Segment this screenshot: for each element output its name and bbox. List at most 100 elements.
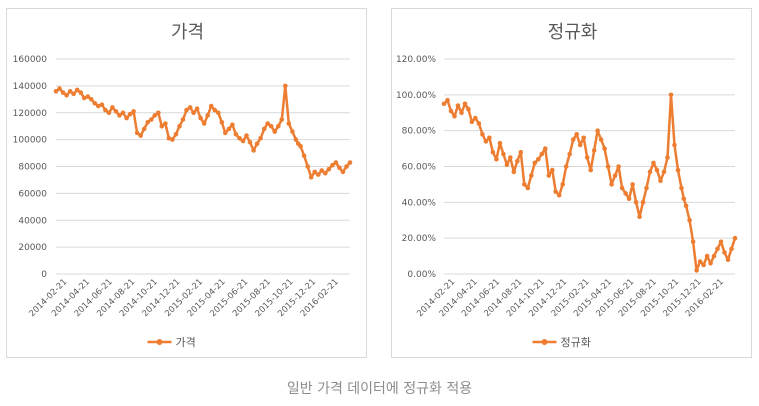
y-tick-label: 80000 xyxy=(18,163,47,173)
data-point xyxy=(459,110,464,116)
chart-panel-normalized: 정규화 0.00% 20.00% 40.00% 60.00% 80.00% 100.00% 1… xyxy=(391,8,752,358)
data-point xyxy=(729,246,734,252)
data-point xyxy=(53,89,59,94)
data-point xyxy=(556,192,562,198)
data-point xyxy=(690,239,696,245)
data-point xyxy=(708,261,713,266)
data-point xyxy=(560,182,565,187)
data-point xyxy=(57,86,62,91)
data-point xyxy=(223,130,228,136)
data-point xyxy=(567,151,572,157)
data-point xyxy=(159,123,165,129)
data-point xyxy=(180,117,186,122)
y-tick-label: 100000 xyxy=(13,136,48,146)
data-point xyxy=(261,126,267,132)
data-point xyxy=(298,144,303,149)
data-point xyxy=(71,91,76,97)
data-point xyxy=(247,140,253,145)
y-tick-label: 0.00% xyxy=(407,270,436,280)
data-point xyxy=(647,169,653,175)
data-point xyxy=(598,137,604,142)
data-point xyxy=(141,126,147,132)
data-point xyxy=(536,157,541,162)
data-point xyxy=(591,148,597,153)
data-point xyxy=(675,167,681,173)
data-point xyxy=(347,160,353,165)
data-point xyxy=(725,257,731,262)
data-point xyxy=(637,214,642,219)
data-point xyxy=(240,138,246,144)
data-point xyxy=(244,133,249,138)
y-tick-label: 0 xyxy=(41,270,47,280)
legend-marker-icon xyxy=(156,339,163,345)
data-point xyxy=(226,126,232,132)
data-point xyxy=(616,164,621,169)
data-point xyxy=(233,132,239,137)
data-point xyxy=(60,90,66,95)
data-point xyxy=(665,155,670,160)
data-point xyxy=(501,151,506,157)
normalized-line-chart: 정규화 0.00% 20.00% 40.00% 60.00% 80.00% 100.00% 1… xyxy=(396,22,738,349)
data-point xyxy=(694,268,699,273)
data-point xyxy=(563,164,569,169)
data-point xyxy=(319,168,325,173)
data-point xyxy=(120,110,126,116)
y-tick-label: 120.00% xyxy=(396,55,436,65)
data-point xyxy=(237,136,242,141)
data-point xyxy=(286,121,292,126)
data-point xyxy=(609,182,614,187)
data-point xyxy=(106,110,112,116)
data-point xyxy=(131,109,136,114)
data-point xyxy=(697,259,703,264)
data-point xyxy=(574,132,579,137)
legend-label: 정규화 xyxy=(561,336,591,349)
data-point xyxy=(134,130,140,136)
data-point xyxy=(110,105,115,110)
data-point xyxy=(276,123,281,129)
data-point xyxy=(668,92,674,98)
data-point xyxy=(293,137,299,142)
data-point xyxy=(623,191,628,196)
data-point xyxy=(539,151,545,157)
y-tick-label: 40000 xyxy=(18,216,47,226)
data-point xyxy=(127,111,133,117)
data-point xyxy=(633,200,639,205)
data-point xyxy=(525,185,531,191)
data-point xyxy=(290,129,295,134)
data-point xyxy=(508,155,513,160)
y-tick-label: 60000 xyxy=(18,189,47,199)
figure-caption: 일반 가격 데이터에 정규화 적용 xyxy=(286,381,473,397)
data-point xyxy=(283,83,288,89)
data-point xyxy=(651,160,656,166)
data-point xyxy=(92,101,98,106)
data-point xyxy=(64,93,69,98)
data-point xyxy=(455,103,461,108)
data-point xyxy=(191,110,196,116)
y-tick-label: 60.00% xyxy=(402,163,437,173)
data-point xyxy=(78,90,83,95)
data-point xyxy=(74,87,80,93)
data-point xyxy=(312,169,318,175)
chart-title: 가격 xyxy=(171,22,204,43)
data-point xyxy=(254,141,260,146)
data-point xyxy=(67,89,73,94)
data-point xyxy=(595,128,600,133)
data-point xyxy=(466,106,471,112)
data-point xyxy=(113,109,119,114)
data-point xyxy=(170,137,175,142)
data-point xyxy=(85,94,91,99)
data-point xyxy=(687,218,692,223)
data-point xyxy=(584,155,590,160)
data-point xyxy=(711,253,717,259)
data-point xyxy=(640,200,646,205)
series-line xyxy=(443,93,737,272)
data-point xyxy=(518,149,524,155)
data-point xyxy=(473,115,478,121)
data-point xyxy=(208,103,214,109)
data-point xyxy=(480,132,485,137)
data-point xyxy=(96,103,101,109)
data-point xyxy=(187,105,193,110)
data-point xyxy=(452,114,457,119)
data-point xyxy=(145,119,150,125)
data-point xyxy=(550,167,555,173)
